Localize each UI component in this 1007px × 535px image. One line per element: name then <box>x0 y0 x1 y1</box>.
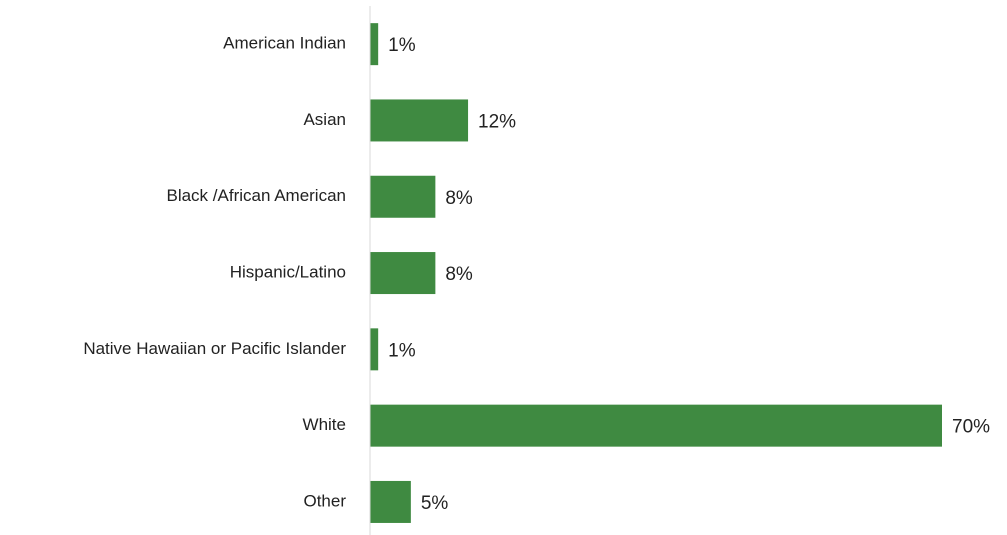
category-label: Black /African American <box>166 186 346 205</box>
value-label: 70% <box>952 417 990 438</box>
value-label: 5% <box>421 493 449 514</box>
bar <box>370 480 411 523</box>
bar <box>370 328 379 371</box>
value-label: 8% <box>445 264 473 285</box>
category-label: White <box>303 415 346 434</box>
category-label: Asian <box>303 110 346 129</box>
category-label: Native Hawaiian or Pacific Islander <box>83 339 346 358</box>
value-label: 12% <box>478 111 516 132</box>
value-label: 8% <box>445 188 473 209</box>
bar <box>370 23 379 66</box>
bar <box>370 404 942 447</box>
category-label: Hispanic/Latino <box>230 263 346 282</box>
bar <box>370 175 436 218</box>
category-label: Other <box>303 491 346 510</box>
bar <box>370 99 469 142</box>
bar <box>370 252 436 295</box>
value-label: 1% <box>388 340 416 361</box>
category-label: American Indian <box>223 34 346 53</box>
value-label: 1% <box>388 35 416 56</box>
